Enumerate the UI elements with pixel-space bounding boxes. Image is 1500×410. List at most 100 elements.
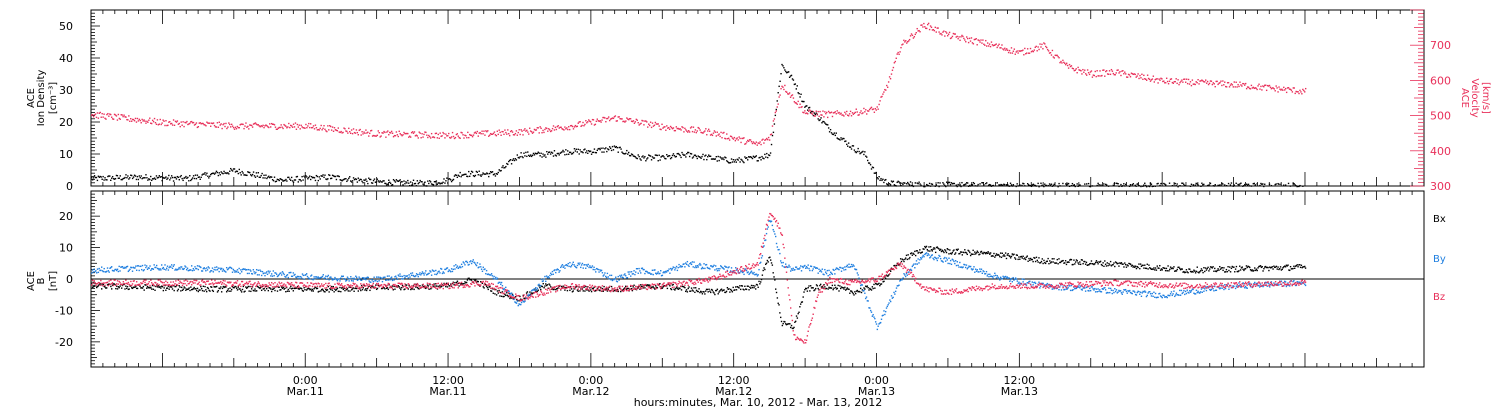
density-point <box>970 183 973 186</box>
density-point <box>131 177 134 180</box>
velocity-point <box>496 130 499 132</box>
density-point <box>118 177 121 179</box>
by-point <box>153 264 155 266</box>
density-point <box>162 176 164 179</box>
velocity-tick-label: 400 <box>1430 145 1451 158</box>
density-point <box>179 176 181 178</box>
density-point <box>726 160 728 162</box>
density-point <box>1212 185 1215 187</box>
density-point <box>634 156 637 158</box>
bx-point <box>977 251 979 254</box>
velocity-point <box>1177 79 1179 81</box>
velocity-point <box>569 125 572 127</box>
bx-point <box>327 285 330 288</box>
density-point <box>785 70 787 73</box>
bx-point <box>194 288 196 290</box>
velocity-point <box>339 131 341 134</box>
velocity-point <box>1050 54 1053 56</box>
density-point <box>325 178 327 180</box>
by-point <box>96 272 98 274</box>
velocity-point <box>554 126 557 129</box>
bx-point <box>1142 264 1144 267</box>
bx-point <box>1229 271 1232 273</box>
bx-point <box>180 290 182 292</box>
density-point <box>1292 182 1294 185</box>
density-point <box>378 181 380 183</box>
bx-point <box>525 292 528 294</box>
velocity-point <box>721 137 723 139</box>
bx-point <box>844 289 847 291</box>
bx-point <box>569 289 571 292</box>
density-point <box>458 175 460 177</box>
by-point <box>445 267 448 269</box>
bx-point <box>250 288 253 290</box>
velocity-point <box>274 126 277 128</box>
velocity-point <box>808 109 811 111</box>
velocity-point <box>408 136 410 138</box>
density-point <box>605 147 607 149</box>
density-point <box>849 146 852 148</box>
by-point <box>101 266 103 268</box>
by-point <box>279 272 281 275</box>
bx-point <box>170 285 172 288</box>
velocity-point <box>530 131 533 133</box>
velocity-point <box>216 122 219 124</box>
density-point <box>1239 183 1241 185</box>
bx-point <box>932 248 934 250</box>
by-point <box>376 280 379 283</box>
bx-point <box>1019 256 1022 258</box>
bx-point <box>592 287 594 290</box>
bx-point <box>193 286 195 289</box>
velocity-point <box>298 124 300 126</box>
velocity-point <box>410 131 413 134</box>
velocity-point <box>932 28 935 31</box>
by-point <box>373 276 375 278</box>
bx-point <box>879 284 881 287</box>
density-point <box>448 178 450 180</box>
density-point <box>441 182 443 185</box>
velocity-point <box>169 121 171 123</box>
bx-point <box>572 290 574 292</box>
density-point <box>670 156 673 159</box>
density-point <box>314 179 317 182</box>
velocity-point <box>1103 69 1105 71</box>
bx-point <box>160 287 162 289</box>
density-point <box>791 78 794 80</box>
density-point <box>1233 184 1235 186</box>
density-point <box>525 151 527 154</box>
velocity-point <box>929 25 932 27</box>
bx-point <box>310 290 313 292</box>
density-point <box>338 175 340 178</box>
velocity-point <box>488 135 490 137</box>
bx-point <box>1009 257 1012 259</box>
bx-point <box>756 284 759 286</box>
velocity-point <box>1097 75 1099 77</box>
density-point <box>801 100 803 103</box>
velocity-point <box>229 123 231 126</box>
velocity-point <box>685 129 687 131</box>
density-point <box>723 158 725 161</box>
velocity-point <box>409 136 412 138</box>
density-point <box>227 172 229 174</box>
density-point <box>1124 185 1126 187</box>
bx-point <box>651 286 654 288</box>
bx-point <box>111 288 113 290</box>
bx-point <box>519 295 521 298</box>
bx-point <box>849 290 852 292</box>
bx-point <box>591 287 594 290</box>
velocity-point <box>767 136 770 139</box>
density-point <box>195 177 198 180</box>
by-point <box>369 281 371 283</box>
bx-point <box>500 295 503 298</box>
bx-point <box>564 289 566 291</box>
density-point <box>373 178 376 180</box>
bx-point <box>922 248 924 250</box>
bx-point <box>928 246 930 248</box>
bx-point <box>417 287 419 290</box>
by-point <box>117 270 120 273</box>
bx-point <box>1246 266 1248 269</box>
bx-point <box>608 286 610 289</box>
bx-point <box>776 297 779 299</box>
bx-point <box>583 286 585 288</box>
density-point <box>892 180 895 183</box>
